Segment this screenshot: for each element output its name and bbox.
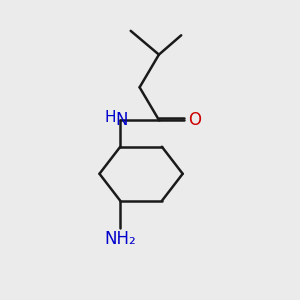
Text: O: O [188,111,201,129]
Text: NH₂: NH₂ [104,230,136,248]
Text: H: H [104,110,116,124]
Text: N: N [116,111,128,129]
